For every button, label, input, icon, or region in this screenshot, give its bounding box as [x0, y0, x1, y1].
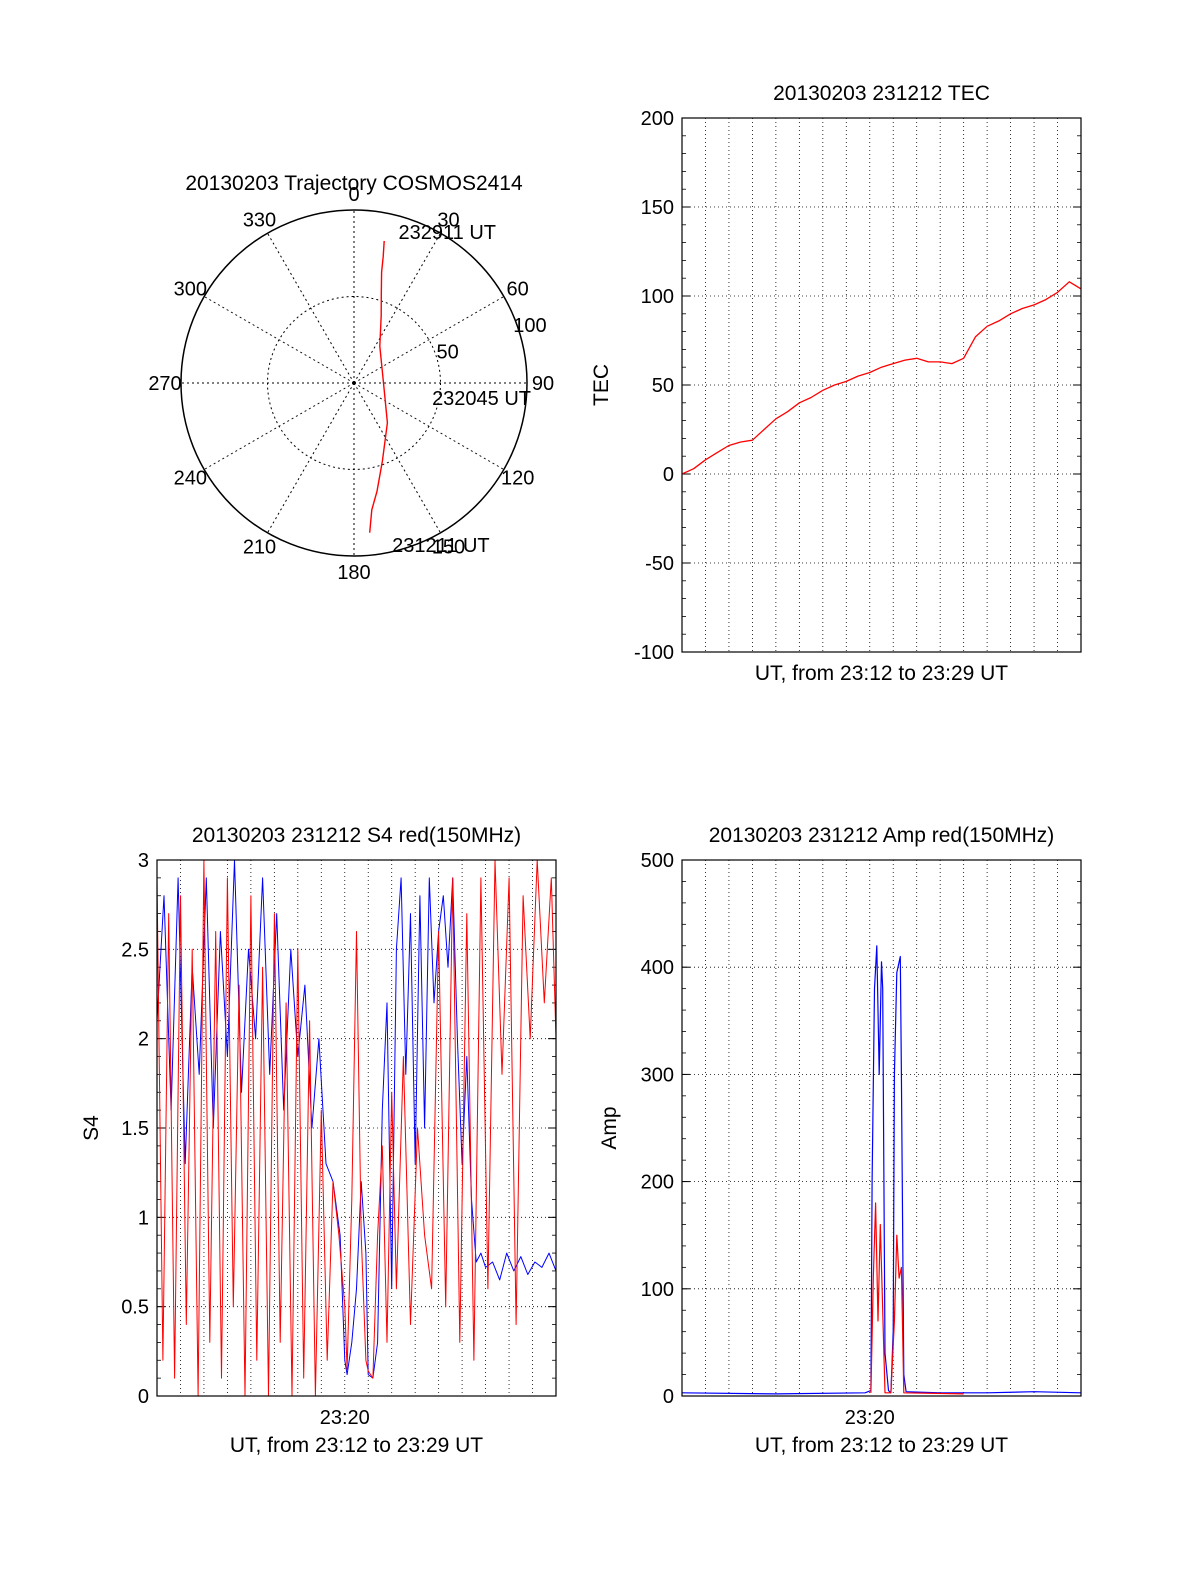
y-tick-label: 0.5 — [121, 1297, 149, 1319]
angle-tick-label: 150 — [432, 537, 465, 559]
y-tick-label: 500 — [641, 850, 674, 872]
y-tick-label: 0 — [663, 1386, 674, 1408]
trajectory-annotation: 232045 UT — [432, 388, 531, 410]
polar-spoke — [353, 382, 505, 470]
series-line-1 — [157, 860, 556, 1396]
y-tick-label: 2.5 — [121, 939, 149, 961]
polar-grid-circle — [180, 209, 528, 557]
y-tick-label: 50 — [652, 375, 674, 397]
chart-title: 20130203 231212 Amp red(150MHz) — [709, 824, 1055, 847]
series-line-1 — [870, 1202, 964, 1395]
angle-tick-label: 30 — [437, 209, 459, 231]
y-tick-label: 300 — [641, 1064, 674, 1086]
angle-tick-label: 0 — [348, 184, 359, 206]
y-tick-label: 3 — [138, 850, 149, 872]
y-tick-label: 200 — [641, 108, 674, 130]
polar-spoke — [353, 232, 441, 384]
chart-title: 20130203 231212 S4 red(150MHz) — [192, 824, 521, 847]
polar-spoke — [267, 382, 355, 534]
y-tick-label: -50 — [645, 553, 674, 575]
y-tick-label: 0 — [663, 464, 674, 486]
polar-spoke — [203, 296, 355, 384]
polar-spoke — [353, 296, 505, 384]
angle-tick-label: 300 — [174, 279, 207, 301]
series-line-0 — [682, 945, 1081, 1395]
angle-tick-label: 270 — [148, 373, 181, 395]
trajectory-annotation: 232911 UT — [399, 222, 496, 244]
angle-tick-label: 210 — [243, 537, 276, 559]
chart-panel-1: -100 -50 0 50 100 150 200 20130203 231212 TEC UT… — [590, 82, 1082, 685]
polar-spoke — [267, 232, 355, 384]
plot-frame — [156, 859, 557, 1397]
angle-tick-label: 330 — [243, 209, 276, 231]
y-tick-label: 0 — [138, 1386, 149, 1408]
radial-tick-label: 100 — [513, 315, 546, 337]
polar-spoke — [353, 382, 441, 534]
y-axis-label: Amp — [598, 1106, 621, 1149]
x-tick-label: 23:20 — [320, 1407, 370, 1429]
trajectory-line — [369, 240, 389, 533]
y-tick-label: 400 — [641, 957, 674, 979]
chart-title: 20130203 Trajectory COSMOS2414 — [185, 172, 523, 195]
angle-tick-label: 240 — [174, 468, 207, 490]
chart-panel-3: 0 100 200 300 400 500 23:20 20130203 231212 Amp… — [598, 824, 1082, 1457]
plot-frame — [681, 117, 1082, 653]
y-tick-label: 1.5 — [121, 1118, 149, 1140]
x-axis-label: UT, from 23:12 to 23:29 UT — [755, 662, 1008, 685]
x-tick-label: 23:20 — [845, 1407, 895, 1429]
y-axis-label: TEC — [590, 364, 613, 406]
y-tick-label: 200 — [641, 1172, 674, 1194]
angle-tick-label: 120 — [501, 468, 534, 490]
x-axis-label: UT, from 23:12 to 23:29 UT — [755, 1434, 1008, 1457]
angle-tick-label: 180 — [337, 562, 370, 584]
y-tick-label: 2 — [138, 1029, 149, 1051]
y-tick-label: -100 — [634, 642, 674, 664]
y-tick-label: 1 — [138, 1207, 149, 1229]
trajectory-annotation: 231211 UT — [392, 535, 489, 557]
angle-tick-label: 90 — [532, 373, 554, 395]
angle-tick-label: 60 — [507, 279, 529, 301]
x-axis-label: UT, from 23:12 to 23:29 UT — [230, 1434, 483, 1457]
polar-spoke — [203, 382, 355, 470]
series-line-0 — [682, 281, 1081, 475]
y-axis-label: S4 — [80, 1115, 103, 1141]
y-tick-label: 150 — [641, 197, 674, 219]
plot-frame — [681, 859, 1082, 1397]
y-tick-label: 100 — [641, 286, 674, 308]
chart-title: 20130203 231212 TEC — [773, 82, 990, 105]
radial-tick-label: 50 — [437, 342, 459, 364]
y-tick-label: 100 — [641, 1279, 674, 1301]
chart-panel-2: 0 0.5 1 1.5 2 2.5 3 23:20 20130203 231212 S4 red… — [80, 824, 557, 1457]
